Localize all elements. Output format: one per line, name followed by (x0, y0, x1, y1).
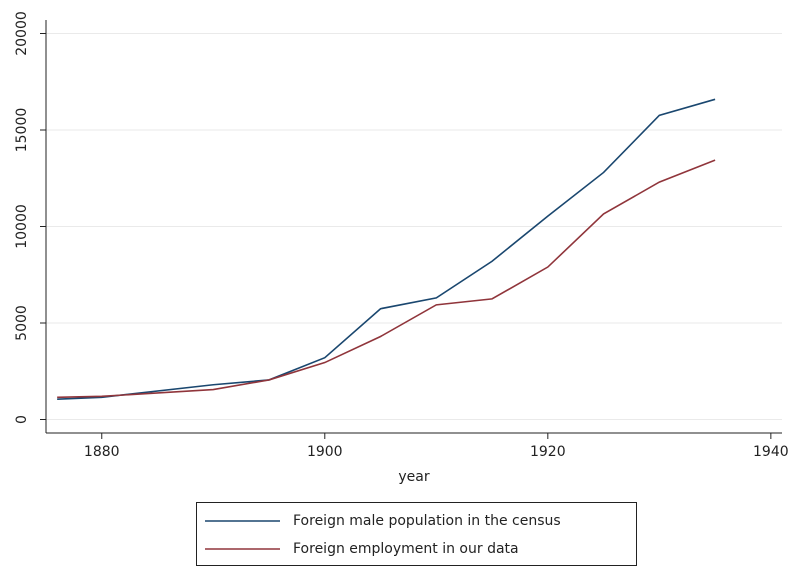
y-tick-label: 0 (14, 415, 30, 424)
x-tick-label: 1900 (307, 444, 343, 460)
legend-box (196, 502, 637, 566)
x-axis-label: year (398, 469, 429, 485)
data-line (57, 159, 716, 399)
y-tick-label: 20000 (14, 11, 30, 56)
legend-label: Foreign male population in the census (293, 513, 561, 529)
y-tick-label: 15000 (14, 108, 30, 153)
x-tick-label: 1880 (84, 444, 120, 460)
y-tick-label: 5000 (14, 305, 30, 341)
y-tick-label: 10000 (14, 204, 30, 249)
legend-label: Foreign employment in our data (293, 541, 519, 557)
data-line (57, 98, 716, 401)
x-tick-label: 1940 (753, 444, 789, 460)
x-tick-label: 1920 (530, 444, 566, 460)
